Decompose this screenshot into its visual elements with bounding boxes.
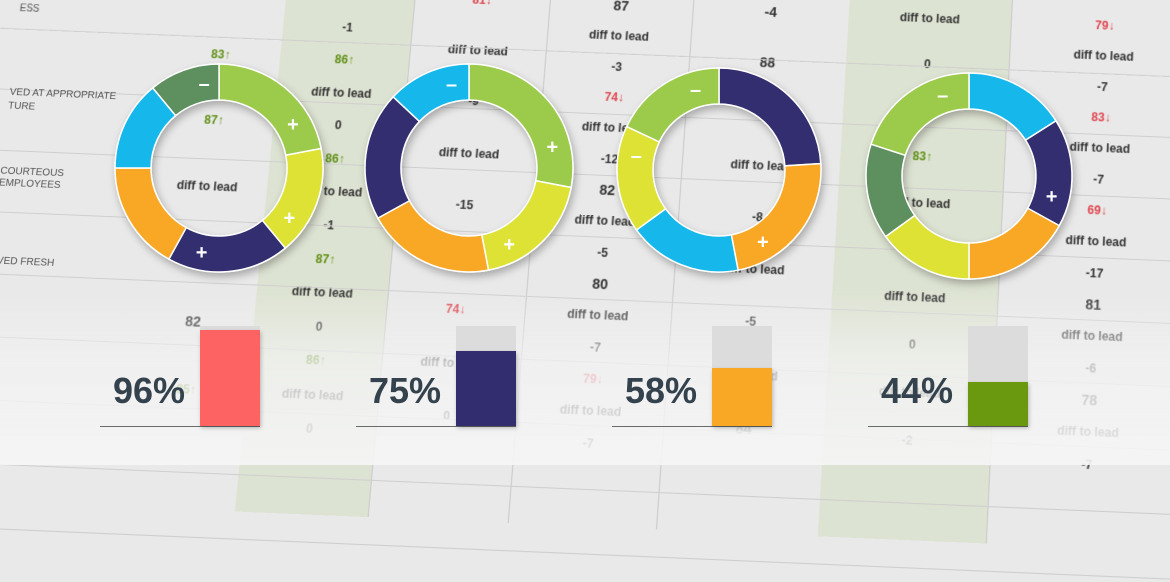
percentage-label: 96% bbox=[85, 370, 185, 412]
bar-fill bbox=[968, 382, 1028, 426]
minus-icon: – bbox=[631, 146, 642, 168]
plus-icon: + bbox=[287, 114, 299, 136]
donut-segment bbox=[969, 208, 1059, 279]
donut-chart bbox=[365, 64, 573, 272]
minus-icon: – bbox=[199, 73, 210, 95]
minus-icon: – bbox=[446, 74, 457, 96]
bar-fill bbox=[200, 330, 260, 426]
bar-baseline bbox=[100, 426, 260, 427]
donut-chart bbox=[617, 68, 821, 272]
bar-baseline bbox=[356, 426, 516, 427]
donut-segment bbox=[731, 164, 821, 271]
plus-icon: + bbox=[546, 137, 558, 159]
donut-segment bbox=[719, 68, 821, 166]
bar-baseline bbox=[612, 426, 772, 427]
donut-chart bbox=[115, 64, 323, 272]
minus-icon: – bbox=[937, 85, 948, 107]
plus-icon: + bbox=[284, 207, 296, 229]
percentage-label: 75% bbox=[341, 370, 441, 412]
donut-segment bbox=[1026, 121, 1072, 226]
donut-segment bbox=[627, 68, 719, 142]
donut-chart bbox=[866, 73, 1072, 279]
bar-baseline bbox=[868, 426, 1028, 427]
percentage-label: 58% bbox=[597, 370, 697, 412]
plus-icon: + bbox=[1046, 186, 1058, 208]
donut-segment bbox=[219, 64, 321, 155]
donut-segment bbox=[378, 201, 489, 272]
minus-icon: – bbox=[690, 79, 701, 101]
plus-icon: + bbox=[757, 232, 769, 254]
plus-icon: + bbox=[196, 242, 208, 264]
plus-icon: + bbox=[503, 234, 515, 256]
bar-fill bbox=[712, 368, 772, 426]
donut-segment bbox=[482, 181, 571, 270]
percentage-label: 44% bbox=[853, 370, 953, 412]
donut-segment bbox=[871, 73, 969, 155]
donut-segment bbox=[365, 97, 419, 218]
bar-fill bbox=[456, 351, 516, 426]
donut-segment bbox=[469, 64, 573, 187]
donut-segment bbox=[115, 168, 186, 259]
